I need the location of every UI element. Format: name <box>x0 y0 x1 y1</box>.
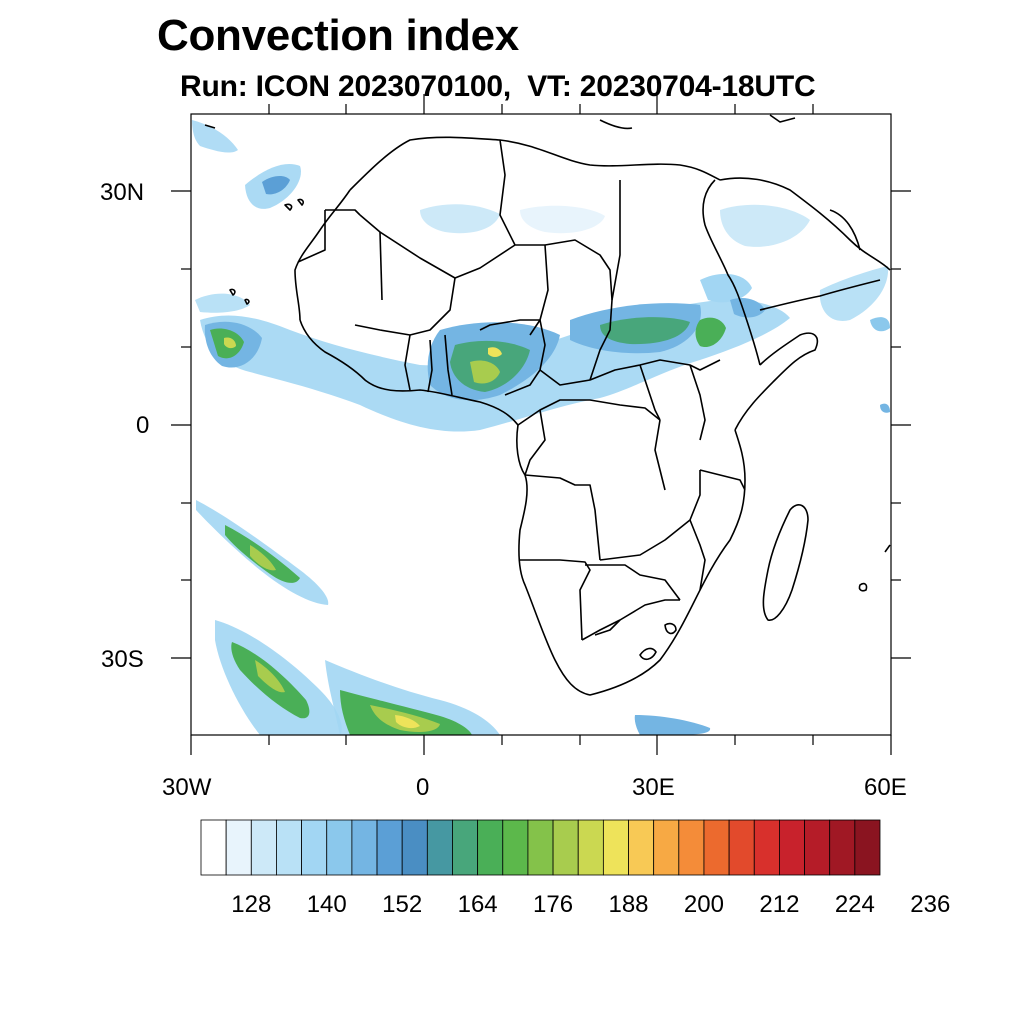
colorbar-swatch <box>703 819 730 876</box>
colorbar-swatch <box>401 819 428 876</box>
colorbar-swatch <box>829 819 856 876</box>
colorbar-label: 224 <box>835 891 875 918</box>
chart-title: Convection index <box>157 11 519 60</box>
x-tick-label: 0 <box>416 774 430 801</box>
colorbar-swatch <box>301 819 328 876</box>
colorbar-label: 152 <box>382 891 422 918</box>
plot-frame <box>171 94 911 755</box>
x-tick-label: 30W <box>162 774 212 801</box>
colorbar-swatch <box>804 819 831 876</box>
chart-subtitle: Run: ICON 2023070100, VT: 20230704-18UTC <box>180 70 816 103</box>
colorbar-swatch <box>276 819 302 876</box>
colorbar-swatch <box>628 819 655 876</box>
colorbar-swatch <box>426 819 453 876</box>
colorbar-label: 164 <box>458 891 498 918</box>
y-tick-label: 0 <box>136 412 150 439</box>
colorbar-swatch <box>728 819 755 876</box>
country-borders <box>204 114 891 696</box>
colorbar-label: 212 <box>759 891 799 918</box>
colorbar-label: 188 <box>608 891 648 918</box>
colorbar-swatch <box>653 819 680 876</box>
convection-field <box>192 120 890 735</box>
colorbar-swatch <box>200 819 227 876</box>
colorbar-label: 128 <box>231 891 271 918</box>
colorbar: 128 140 152 164 176 188 200 212 224 236 <box>200 819 950 918</box>
colorbar-swatch <box>477 819 504 876</box>
colorbar-swatch <box>779 819 805 876</box>
colorbar-label: 200 <box>684 891 724 918</box>
colorbar-swatch <box>452 819 479 876</box>
colorbar-swatch <box>376 819 403 876</box>
colorbar-swatch <box>527 819 554 876</box>
colorbar-label: 236 <box>910 891 950 918</box>
colorbar-swatch <box>502 819 529 876</box>
colorbar-label: 140 <box>307 891 347 918</box>
colorbar-swatch <box>602 819 629 876</box>
colorbar-swatch <box>326 819 353 876</box>
x-tick-label: 30E <box>632 774 675 801</box>
colorbar-swatch <box>351 819 378 876</box>
x-tick-label: 60E <box>864 774 907 801</box>
colorbar-swatch <box>678 819 705 876</box>
y-tick-label: 30N <box>100 179 145 206</box>
colorbar-swatch <box>250 819 277 876</box>
colorbar-swatch <box>225 819 252 876</box>
colorbar-swatch <box>753 819 780 876</box>
y-tick-label: 30S <box>101 646 144 673</box>
colorbar-swatch <box>577 819 604 876</box>
colorbar-swatch <box>854 819 881 876</box>
colorbar-swatch <box>552 819 579 876</box>
colorbar-label: 176 <box>533 891 573 918</box>
